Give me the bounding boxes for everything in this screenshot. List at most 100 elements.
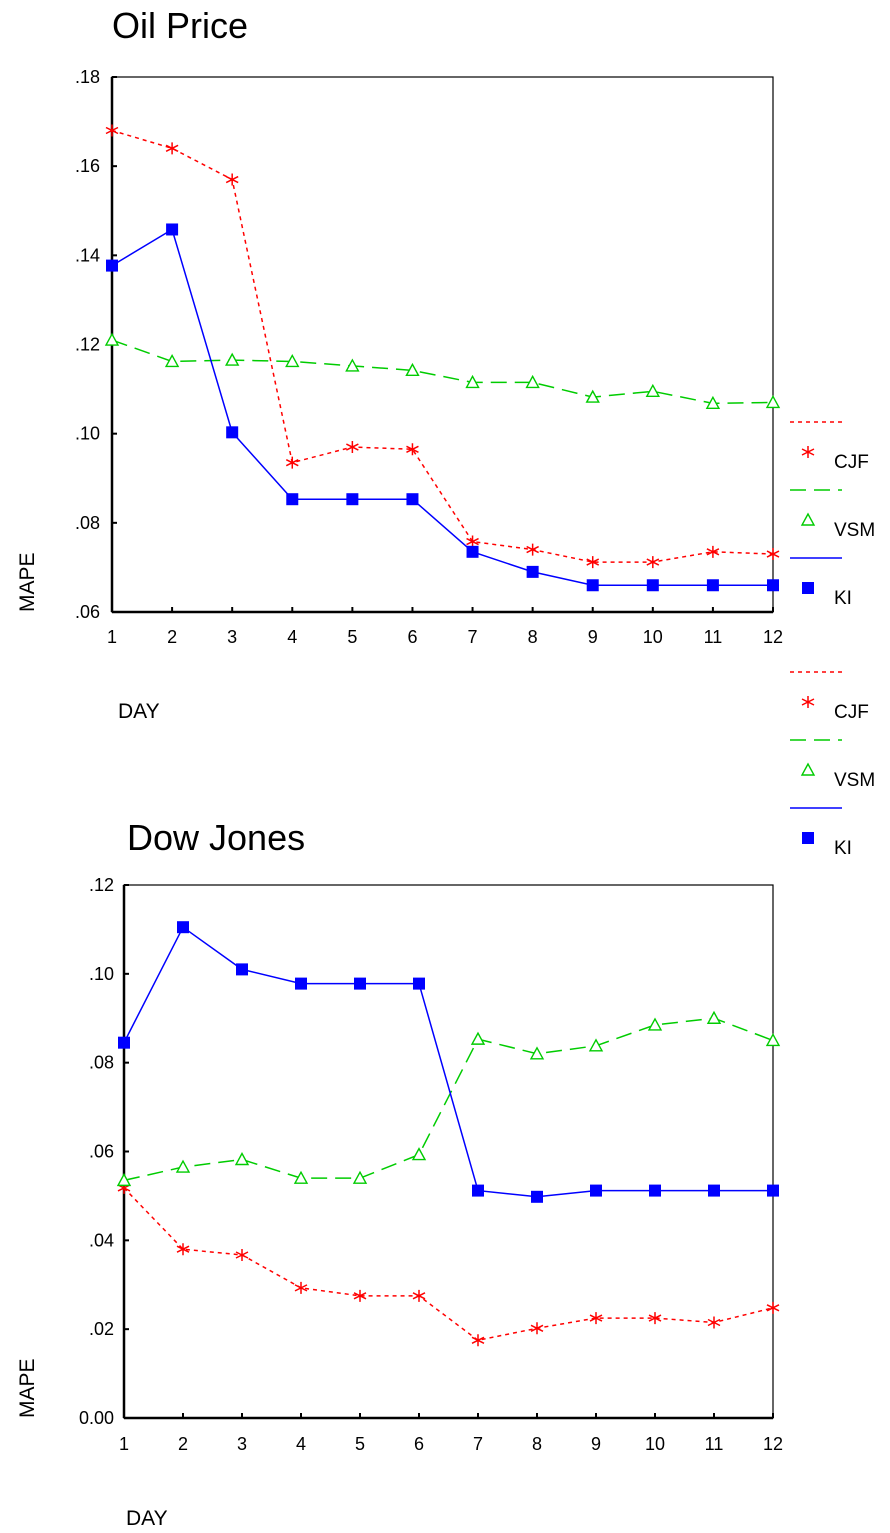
y-tick-label: .12 xyxy=(89,875,114,895)
data-point-VSM xyxy=(175,1159,191,1173)
x-tick-label: 6 xyxy=(407,627,417,647)
data-point-VSM xyxy=(405,362,420,377)
y-tick-label: .18 xyxy=(75,67,100,87)
legend-label: KI xyxy=(834,588,852,609)
data-point-VSM xyxy=(285,353,300,368)
data-point-KI xyxy=(706,579,719,592)
data-point-KI xyxy=(767,1184,779,1197)
data-point-VSM xyxy=(705,395,721,410)
series-KI xyxy=(118,921,779,1203)
data-point-VSM xyxy=(164,353,180,368)
legend-marker xyxy=(801,446,815,458)
data-point-VSM xyxy=(585,389,600,403)
plot-frame xyxy=(123,884,774,1419)
y-tick-label: .06 xyxy=(75,602,100,622)
legend-marker xyxy=(802,582,814,594)
legend-marker xyxy=(800,512,816,526)
data-point-KI xyxy=(166,223,179,236)
x-tick-label: 1 xyxy=(119,1434,129,1454)
data-point-KI xyxy=(354,977,366,990)
x-tick-label: 2 xyxy=(167,627,177,647)
x-axis-label: DAY xyxy=(126,1507,168,1530)
x-tick-label: 6 xyxy=(414,1434,424,1454)
data-point-KI xyxy=(226,426,239,439)
series-VSM xyxy=(104,332,781,410)
chart-1: Oil Price.06.08.10.12.14.16.181 2 3 4 5 6 7 8 9 1… xyxy=(16,5,875,723)
x-tick-label: 5 xyxy=(347,627,357,647)
data-point-KI xyxy=(767,579,779,592)
x-tick-label: 3 xyxy=(227,627,237,647)
series-CJF xyxy=(117,1181,780,1347)
x-tick-label: 3 xyxy=(237,1434,247,1454)
data-point-VSM xyxy=(104,332,120,346)
data-point-CJF xyxy=(105,124,119,137)
data-point-CJF xyxy=(471,1334,485,1347)
y-tick-label: .10 xyxy=(89,964,114,984)
data-point-VSM xyxy=(352,1170,368,1184)
data-point-KI xyxy=(413,977,425,990)
data-point-CJF xyxy=(530,1322,544,1335)
data-point-VSM xyxy=(588,1038,604,1052)
series-VSM xyxy=(116,1010,781,1187)
data-point-CJF xyxy=(294,1281,308,1294)
data-point-CJF xyxy=(766,548,780,561)
y-tick-label: .14 xyxy=(75,245,100,265)
x-tick-label: 9 xyxy=(591,1434,601,1454)
data-point-KI xyxy=(177,921,189,934)
legend-label: VSM xyxy=(834,520,875,541)
series-CJF xyxy=(105,124,780,569)
data-point-VSM xyxy=(706,1010,722,1024)
y-tick-label: .16 xyxy=(75,156,100,176)
y-tick-label: .12 xyxy=(75,335,100,355)
data-point-VSM xyxy=(645,383,660,398)
data-point-KI xyxy=(590,1184,602,1197)
legend-entry-CJF: CJF xyxy=(790,671,869,723)
data-point-CJF xyxy=(466,535,479,548)
data-point-CJF xyxy=(353,1289,367,1302)
data-point-VSM xyxy=(225,352,240,366)
legend-marker xyxy=(801,696,815,708)
x-tick-label: 10 xyxy=(645,1434,665,1454)
data-point-CJF xyxy=(412,1289,426,1302)
data-point-KI xyxy=(406,493,419,506)
legend-label: VSM xyxy=(834,770,875,791)
data-point-KI xyxy=(472,1184,484,1197)
data-point-CJF xyxy=(176,1243,190,1256)
x-tick-label: 12 xyxy=(763,1434,783,1454)
legend-entry-CJF: CJF xyxy=(790,421,869,473)
legend-entry-KI: KI xyxy=(790,557,852,609)
data-point-CJF xyxy=(589,1312,603,1325)
data-point-VSM xyxy=(234,1152,250,1166)
data-point-VSM xyxy=(529,1046,545,1060)
y-tick-label: 0.00 xyxy=(79,1408,114,1428)
data-point-VSM xyxy=(345,358,360,372)
data-point-CJF xyxy=(766,1301,780,1314)
data-point-VSM xyxy=(470,1031,486,1045)
x-tick-label: 1 xyxy=(107,627,117,647)
data-point-VSM xyxy=(116,1172,132,1187)
series-line-KI xyxy=(123,926,773,1198)
data-point-CJF xyxy=(235,1248,249,1261)
data-point-KI xyxy=(286,493,299,506)
data-point-KI xyxy=(466,545,479,558)
x-tick-label: 11 xyxy=(705,1434,724,1454)
data-point-CJF xyxy=(586,556,600,569)
x-tick-label: 8 xyxy=(532,1434,542,1454)
data-point-KI xyxy=(708,1184,720,1197)
legend-label: CJF xyxy=(834,452,869,473)
data-point-CJF xyxy=(165,142,179,155)
chart-title: Oil Price xyxy=(112,5,248,46)
legend-marker xyxy=(800,762,816,776)
data-point-KI xyxy=(236,963,248,976)
x-axis-label: DAY xyxy=(118,700,160,723)
y-tick-label: .10 xyxy=(75,424,100,444)
data-point-KI xyxy=(346,493,359,506)
y-axis-label: MAPE xyxy=(16,1358,39,1418)
series-line-VSM xyxy=(123,1017,774,1182)
x-tick-label: 2 xyxy=(178,1434,188,1454)
data-point-KI xyxy=(646,579,659,592)
x-tick-label: 4 xyxy=(287,627,297,647)
data-point-KI xyxy=(106,259,118,272)
